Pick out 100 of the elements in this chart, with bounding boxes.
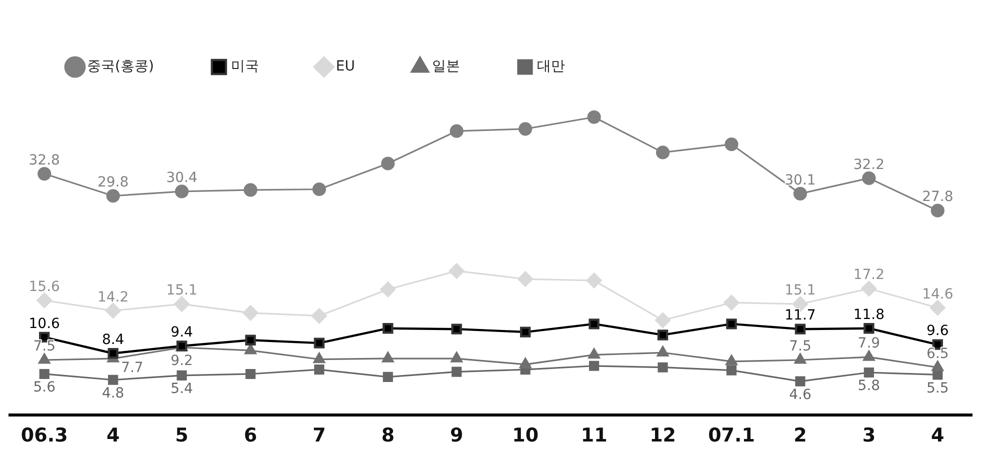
data-label: 5.6 [33,380,56,396]
x-tick-label: 11 [580,424,608,447]
data-label: 14.2 [97,289,129,306]
x-tick-label: 4 [106,424,120,447]
point [38,166,52,181]
x-tick-label: 4 [931,424,944,447]
data-label: 5.4 [170,381,194,398]
point [861,280,877,296]
point [108,348,118,359]
point [654,312,671,328]
data-label: 9.6 [926,323,949,340]
legend-label: 중국(홍콩) [87,58,154,75]
point [381,156,395,170]
point [658,362,668,372]
data-label: 7.7 [121,360,144,376]
point [314,338,325,348]
point [656,146,670,160]
point [932,360,944,372]
point [311,308,328,324]
data-label: 15.1 [784,282,816,299]
point [794,324,806,334]
point [864,323,874,334]
legend-label: EU [336,58,356,75]
point [448,263,464,279]
point [382,323,394,334]
point [174,296,190,312]
point [518,271,534,287]
point [518,122,532,136]
point [862,350,875,361]
data-label: 7.5 [33,338,56,355]
point [794,353,806,364]
point [450,352,463,362]
point [38,353,50,364]
point [864,367,874,378]
data-label: 27.8 [922,189,954,206]
x-tick-label: 7 [312,424,326,447]
data-label: 10.6 [28,316,60,332]
data-label: 17.2 [853,267,885,284]
point [244,183,258,197]
point [242,305,258,321]
x-tick-label: 12 [650,424,676,447]
point [726,318,737,330]
point [106,189,120,203]
point [588,348,600,359]
data-label: 11.8 [853,306,885,323]
x-tick-label: 6 [244,424,258,447]
point [587,110,601,124]
point [589,360,600,371]
x-tick-label: 06.3 [20,424,68,447]
point [313,352,326,364]
point [793,186,808,200]
point [176,370,187,380]
point [452,366,462,377]
data-label: 7.9 [858,336,880,352]
data-label: 7.5 [789,338,812,355]
data-label: 9.2 [170,353,193,370]
point [930,204,944,218]
data-label: 4.8 [102,386,124,402]
data-label: 9.4 [170,324,194,341]
point [382,352,394,362]
point [314,364,324,375]
point [451,324,462,334]
point [726,365,737,376]
point [588,318,600,330]
legend-label: 미국 [230,58,259,75]
point [312,182,326,196]
point [519,358,532,368]
point [380,282,396,298]
point [174,184,189,198]
point [724,138,738,152]
legend-label: 대만 [537,58,566,75]
data-label: 15.1 [166,282,198,299]
point [862,171,876,186]
point [36,292,52,308]
legend-label: 일본 [432,58,460,75]
point [108,374,118,385]
point [39,368,50,380]
point [930,300,946,316]
data-label: 32.8 [28,152,60,168]
data-label: 30.4 [166,170,198,186]
point [657,330,668,340]
x-tick-label: 10 [512,424,539,447]
point [724,294,740,310]
data-label: 5.8 [858,378,880,394]
point [586,272,602,288]
data-label: 11.7 [784,308,816,324]
data-label: 8.4 [102,332,124,348]
x-tick-label: 2 [794,424,807,447]
x-tick-label: 3 [862,424,876,447]
x-tick-label: 5 [175,424,188,447]
point [245,368,256,380]
data-label: 32.2 [853,156,885,173]
x-tick-label: 8 [381,424,395,447]
x-tick-label: 07.1 [708,424,755,447]
point [245,334,256,346]
data-label: 5.5 [926,380,949,396]
point [382,372,393,382]
point [726,354,738,366]
data-label: 6.5 [926,346,949,362]
point [932,370,943,380]
